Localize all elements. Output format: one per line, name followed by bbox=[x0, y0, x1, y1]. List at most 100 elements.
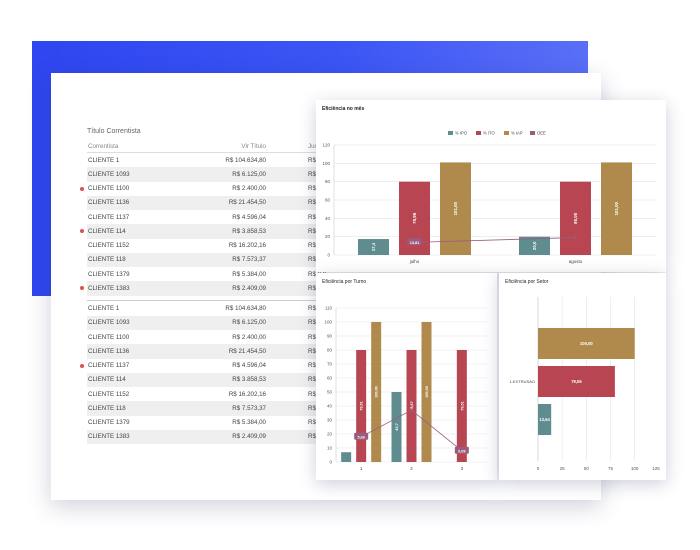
cell-valor: R$ 3.858,53 bbox=[232, 376, 266, 384]
cell-correntista: CLIENTE 1093 bbox=[88, 170, 130, 178]
cell-correntista: CLIENTE 1383 bbox=[88, 433, 130, 441]
oee-label-box bbox=[354, 432, 369, 440]
cell-correntista: CLIENTE 114 bbox=[88, 376, 126, 384]
bar-ito bbox=[456, 350, 467, 462]
alert-dot-icon bbox=[80, 286, 84, 291]
oee-point bbox=[410, 408, 413, 412]
data-label: 100,00 bbox=[375, 386, 379, 398]
oee-point bbox=[574, 236, 577, 239]
y-tick-label: 70 bbox=[327, 362, 333, 367]
bar-ito bbox=[538, 366, 615, 397]
cell-valor: R$ 2.409,09 bbox=[232, 284, 266, 292]
cell-valor: R$ 4.596,04 bbox=[232, 362, 266, 370]
x-tick-label: 100 bbox=[631, 466, 639, 471]
column-header-valor[interactable]: Vlr Título bbox=[241, 142, 266, 150]
y-tick-label: 10 bbox=[327, 446, 333, 451]
cell-correntista: CLIENTE 1093 bbox=[88, 319, 130, 327]
chart-title: Eficiência por Setor bbox=[505, 279, 549, 285]
cell-correntista: CLIENTE 1379 bbox=[88, 270, 130, 278]
bar-iap bbox=[538, 328, 635, 359]
chart-title: Eficiência no mês bbox=[322, 106, 365, 112]
cell-valor: R$ 5.384,00 bbox=[232, 419, 266, 427]
y-tick-label: 60 bbox=[327, 376, 333, 381]
bar-ipo bbox=[519, 236, 550, 255]
bar-iap bbox=[440, 162, 471, 255]
y-tick-label: 120 bbox=[322, 143, 330, 148]
oee-label-box bbox=[407, 238, 422, 246]
oee-line bbox=[414, 237, 576, 243]
y-tick-label: 80 bbox=[327, 348, 333, 353]
cell-correntista: CLIENTE 1379 bbox=[88, 419, 130, 427]
chart-eficiencia-setor: 0 25 50 75 100 125 100,00 79,55 13,64 1-EXTRUSAO bbox=[509, 297, 660, 471]
column-header-juros[interactable]: Jur bbox=[308, 142, 317, 150]
chart-eficiencia-turno: 0 10 20 30 40 50 60 70 80 90 100 110 1 79,51 100,00 2 45… bbox=[324, 306, 487, 471]
chart-title: Eficiência por Turno bbox=[322, 279, 367, 285]
cell-correntista: CLIENTE 1383 bbox=[88, 284, 130, 292]
cell-valor: R$ 7.573,37 bbox=[232, 404, 266, 412]
alert-dot-icon bbox=[80, 186, 84, 191]
legend-swatch bbox=[530, 131, 535, 135]
cell-correntista: CLIENTE 1 bbox=[88, 305, 120, 313]
data-label: 79,51 bbox=[360, 401, 364, 411]
y-tick-label: 0 bbox=[327, 253, 330, 258]
legend-label: % ITO bbox=[483, 131, 496, 136]
y-tick-label: 110 bbox=[325, 306, 333, 311]
cell-valor: R$ 21.454,50 bbox=[228, 199, 266, 207]
y-tick-label: 80 bbox=[325, 179, 331, 184]
y-tick-label: 50 bbox=[327, 390, 333, 395]
bar-ito bbox=[356, 350, 367, 462]
cell-correntista: CLIENTE 1100 bbox=[88, 333, 130, 341]
x-tick-label: julho bbox=[409, 259, 420, 264]
cell-correntista: CLIENTE 1 bbox=[88, 156, 120, 164]
data-label: 100,00 bbox=[425, 386, 429, 398]
cell-correntista: CLIENTE 114 bbox=[88, 227, 126, 235]
x-tick-label: 50 bbox=[584, 466, 590, 471]
cell-valor: R$ 21.454,50 bbox=[228, 347, 266, 355]
cell-valor: R$ 2.400,00 bbox=[232, 185, 266, 193]
x-tick-label: 125 bbox=[652, 466, 660, 471]
y-tick-label: 30 bbox=[327, 418, 333, 423]
y-tick-label: 40 bbox=[327, 404, 333, 409]
cell-correntista: CLIENTE 1152 bbox=[88, 242, 130, 250]
cell-correntista: CLIENTE 1136 bbox=[88, 347, 130, 355]
x-tick-label: 1 bbox=[360, 466, 363, 471]
cell-correntista: CLIENTE 1100 bbox=[88, 185, 130, 193]
alert-dot-icon bbox=[80, 229, 84, 234]
y-tick-label: 90 bbox=[327, 334, 333, 339]
y-tick-label: 60 bbox=[325, 198, 331, 203]
legend-swatch bbox=[448, 131, 453, 135]
cell-correntista: CLIENTE 1152 bbox=[88, 390, 130, 398]
table-group-2: CLIENTE 1R$ 104.634,80R$ 0,0CLIENTE 1093… bbox=[80, 302, 387, 444]
cell-valor: R$ 2.400,00 bbox=[232, 333, 266, 341]
oee-label: 0,09 bbox=[458, 449, 465, 453]
chart-panel-eficiencia-setor: Eficiência por Setor 0 25 50 75 100 125 100,00… bbox=[499, 273, 666, 480]
bar-ito bbox=[560, 181, 591, 255]
data-label: 100,00 bbox=[580, 341, 593, 346]
data-label: 13,64 bbox=[539, 417, 550, 422]
cell-valor: R$ 6.125,00 bbox=[232, 170, 266, 178]
data-label: 78,67 bbox=[410, 401, 414, 411]
table-title: Título Correntista bbox=[87, 128, 141, 135]
cell-valor: R$ 2.409,09 bbox=[232, 433, 266, 441]
oee-label: 5,66 bbox=[357, 435, 364, 439]
oee-label-box bbox=[454, 446, 469, 454]
x-tick-label: 2 bbox=[410, 466, 413, 471]
cell-valor: R$ 7.573,37 bbox=[232, 256, 266, 264]
column-header-correntista[interactable]: Correntista bbox=[88, 142, 119, 150]
cell-valor: R$ 104.634,80 bbox=[225, 156, 266, 164]
bar-ipo bbox=[358, 239, 389, 255]
data-label: 17,4 bbox=[371, 242, 376, 251]
data-label: 80,00 bbox=[573, 212, 578, 224]
data-label: 20,0 bbox=[532, 241, 537, 250]
cell-valor: R$ 16.202,16 bbox=[228, 242, 266, 250]
y-tick-label: 40 bbox=[325, 216, 331, 221]
cell-valor: R$ 6.125,00 bbox=[232, 319, 266, 327]
data-label: 45,7 bbox=[395, 423, 399, 430]
cell-valor: R$ 16.202,16 bbox=[228, 390, 266, 398]
x-tick-label: 3 bbox=[461, 466, 464, 471]
y-tick-label: 20 bbox=[327, 432, 333, 437]
cell-correntista: CLIENTE 1136 bbox=[88, 199, 130, 207]
chart-panel-eficiencia-mes: Eficiência no mês % IPO % ITO % IAP OEE 0 20 4… bbox=[316, 100, 666, 272]
legend-label: % IPO bbox=[455, 131, 468, 136]
bar-iap bbox=[371, 322, 382, 462]
